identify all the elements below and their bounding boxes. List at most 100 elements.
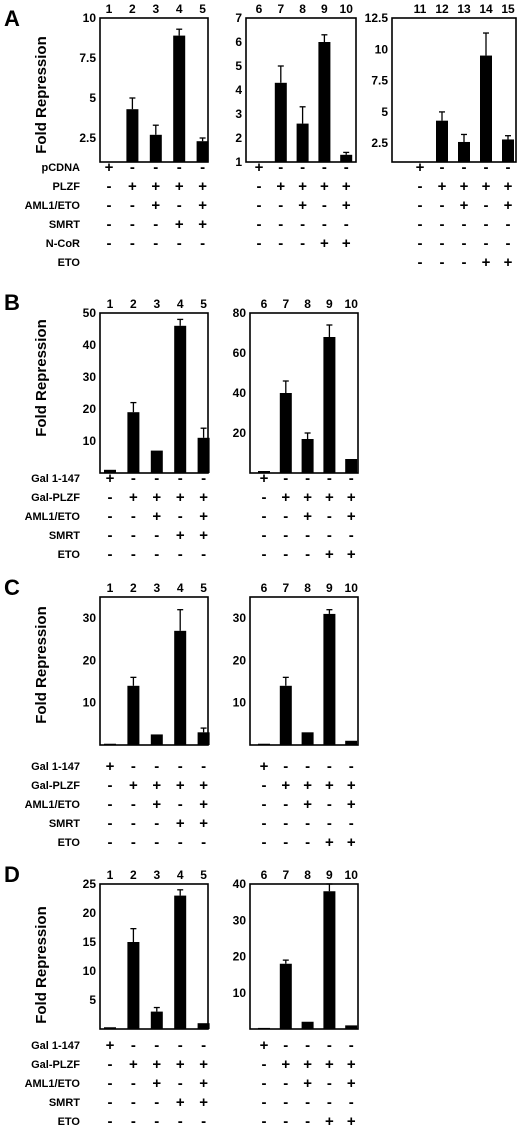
y-tick-label: 25 — [83, 877, 97, 891]
y-tick-label: 60 — [233, 346, 247, 360]
minus-sign: - — [131, 758, 136, 775]
minus-sign: - — [484, 159, 489, 176]
minus-sign: - — [305, 546, 310, 563]
minus-sign: - — [130, 216, 135, 233]
condition-label: AML1/ETO — [25, 799, 81, 811]
minus-sign: - — [262, 815, 267, 832]
minus-sign: - — [201, 470, 206, 487]
minus-sign: - — [440, 159, 445, 176]
bar — [127, 412, 140, 473]
minus-sign: - — [130, 159, 135, 176]
bar — [127, 685, 140, 745]
bar — [104, 743, 116, 745]
minus-sign: - — [262, 489, 267, 506]
lane-number: 3 — [153, 868, 160, 882]
plus-sign: + — [129, 777, 138, 794]
minus-sign: - — [327, 470, 332, 487]
bar — [502, 139, 514, 162]
plus-sign: + — [347, 796, 356, 813]
minus-sign: - — [108, 815, 113, 832]
lane-number: 3 — [153, 297, 160, 311]
lane-number: 9 — [321, 2, 328, 16]
minus-sign: - — [484, 216, 489, 233]
minus-sign: - — [201, 1037, 206, 1054]
plus-sign: + — [438, 178, 447, 195]
minus-sign: - — [257, 235, 262, 252]
lane-number: 10 — [345, 581, 359, 595]
lane-number: 4 — [177, 868, 184, 882]
condition-label: AML1/ETO — [25, 1078, 81, 1090]
minus-sign: - — [262, 508, 267, 525]
panel-label: C — [4, 575, 20, 600]
minus-sign: - — [257, 178, 262, 195]
y-tick-label: 7.5 — [371, 74, 388, 88]
lane-number: 3 — [152, 2, 159, 16]
bar — [174, 895, 187, 1029]
minus-sign: - — [131, 1113, 136, 1130]
lane-number: 8 — [304, 581, 311, 595]
y-tick-label: 30 — [233, 611, 247, 625]
minus-sign: - — [344, 216, 349, 233]
plus-sign: + — [320, 178, 329, 195]
minus-sign: - — [300, 216, 305, 233]
bar — [258, 743, 270, 745]
minus-sign: - — [278, 197, 283, 214]
plus-sign: + — [303, 796, 312, 813]
condition-label: SMRT — [49, 1097, 80, 1109]
bar — [301, 732, 314, 745]
minus-sign: - — [283, 508, 288, 525]
lane-number: 1 — [106, 2, 113, 16]
y-tick-label: 2 — [235, 131, 242, 145]
panel-d: D Fold Repression Gal 1-147 Gal-PLZF AML1/ET… — [4, 862, 359, 1130]
minus-sign: - — [201, 1113, 206, 1130]
bar — [150, 734, 163, 745]
lane-number: 5 — [199, 2, 206, 16]
minus-sign: - — [108, 796, 113, 813]
plus-sign: + — [325, 546, 334, 563]
minus-sign: - — [262, 1094, 267, 1111]
minus-sign: - — [305, 834, 310, 851]
minus-sign: - — [300, 159, 305, 176]
minus-sign: - — [283, 1094, 288, 1111]
y-tick-label: 40 — [83, 338, 97, 352]
plus-sign: + — [129, 489, 138, 506]
plus-sign: + — [260, 758, 269, 775]
minus-sign: - — [262, 834, 267, 851]
plus-sign: + — [199, 1075, 208, 1092]
minus-sign: - — [201, 834, 206, 851]
y-tick-label: 4 — [235, 83, 242, 97]
minus-sign: - — [108, 1094, 113, 1111]
minus-sign: - — [131, 546, 136, 563]
plus-sign: + — [255, 159, 264, 176]
bar — [174, 630, 187, 745]
minus-sign: - — [131, 1094, 136, 1111]
bar — [104, 1027, 116, 1029]
minus-sign: - — [154, 758, 159, 775]
minus-sign: - — [107, 178, 112, 195]
minus-sign: - — [327, 758, 332, 775]
minus-sign: - — [262, 1113, 267, 1130]
bar — [279, 963, 292, 1029]
plus-sign: + — [342, 235, 351, 252]
lane-number: 9 — [326, 297, 333, 311]
plus-sign: + — [504, 254, 513, 271]
lane-number: 2 — [130, 868, 137, 882]
plot-frame — [99, 312, 209, 474]
minus-sign: - — [283, 546, 288, 563]
minus-sign: - — [108, 489, 113, 506]
minus-sign: - — [178, 546, 183, 563]
lane-number: 8 — [304, 868, 311, 882]
minus-sign: - — [262, 527, 267, 544]
lane-number: 10 — [340, 2, 354, 16]
minus-sign: - — [305, 527, 310, 544]
bar — [323, 337, 336, 473]
minus-sign: - — [107, 197, 112, 214]
y-tick-label: 1 — [235, 155, 242, 169]
plus-sign: + — [416, 159, 425, 176]
minus-sign: - — [462, 254, 467, 271]
plus-sign: + — [199, 777, 208, 794]
minus-sign: - — [349, 758, 354, 775]
y-tick-label: 15 — [83, 935, 97, 949]
